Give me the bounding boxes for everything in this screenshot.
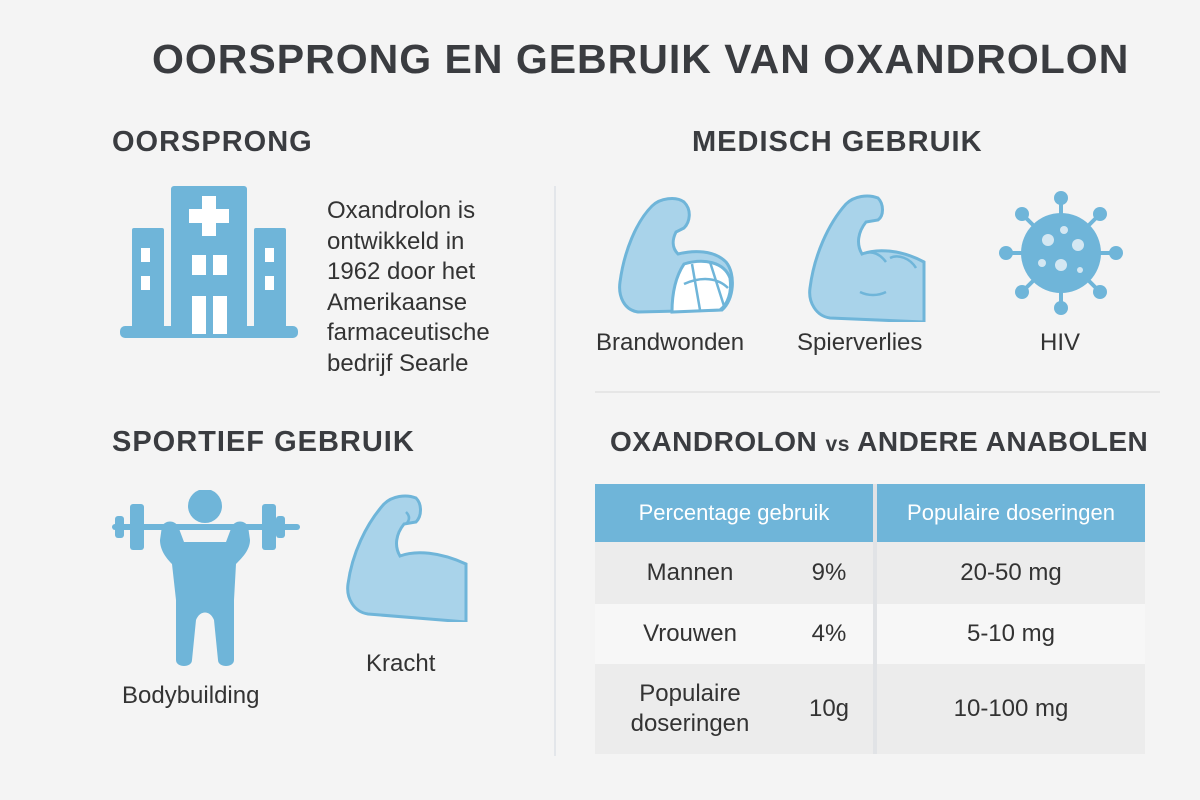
row-dose: 5-10 mg	[873, 604, 1145, 664]
comparison-table: Percentage gebruik Populaire doseringen …	[595, 484, 1145, 754]
row-label: Mannen	[595, 542, 785, 604]
row-value: 4%	[785, 604, 875, 664]
flexed-arm-icon	[346, 494, 468, 622]
medical-heading: MEDISCH GEBRUIK	[692, 126, 983, 158]
weightlifter-icon	[112, 490, 300, 666]
table-row: Mannen 9% 20-50 mg	[595, 542, 1145, 604]
column-header-dosage: Populaire doseringen	[873, 484, 1145, 542]
row-value: 9%	[785, 542, 875, 604]
vertical-divider	[554, 186, 556, 756]
row-label: Populaire doseringen	[595, 664, 785, 754]
sport-label-strength: Kracht	[366, 650, 436, 677]
virus-icon	[999, 191, 1123, 315]
medical-label-burns: Brandwonden	[596, 329, 745, 356]
sport-label-bodybuilding: Bodybuilding	[122, 682, 260, 709]
hospital-icon	[120, 186, 298, 338]
comparison-heading: OXANDROLON vs ANDERE ANABOLEN	[610, 426, 1149, 457]
row-dose: 10-100 mg	[873, 664, 1145, 754]
row-label: Vrouwen	[595, 604, 785, 664]
medical-label-muscle-loss: Spierverlies	[797, 329, 923, 356]
column-header-percentage: Percentage gebruik	[595, 484, 875, 542]
table-row: Populaire doseringen 10g 10-100 mg	[595, 664, 1145, 754]
bandaged-arm-icon	[618, 197, 734, 314]
horizontal-divider	[595, 391, 1160, 393]
table-row: Vrouwen 4% 5-10 mg	[595, 604, 1145, 664]
row-dose: 20-50 mg	[873, 542, 1145, 604]
row-value: 10g	[785, 664, 875, 754]
medical-label-hiv: HIV	[1040, 329, 1081, 356]
page-title: OORSPRONG EN GEBRUIK VAN OXANDROLON	[152, 36, 1130, 82]
origin-heading: OORSPRONG	[112, 126, 313, 158]
flexed-arm-icon	[808, 194, 926, 322]
sport-heading: SPORTIEF GEBRUIK	[112, 426, 415, 458]
origin-description: Oxandrolon is ontwikkeld in 1962 door he…	[327, 197, 490, 377]
